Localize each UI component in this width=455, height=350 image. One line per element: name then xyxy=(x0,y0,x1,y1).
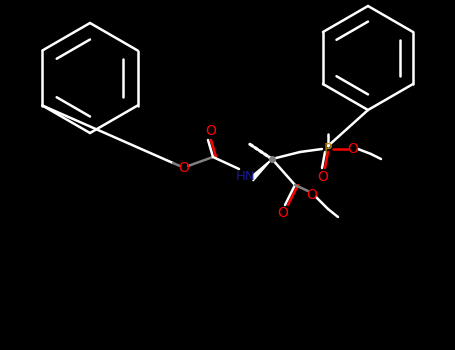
Text: O: O xyxy=(318,170,329,184)
Polygon shape xyxy=(253,159,272,181)
Text: O: O xyxy=(278,206,288,220)
Text: O: O xyxy=(307,188,318,202)
Text: O: O xyxy=(206,124,217,138)
Text: O: O xyxy=(348,142,359,156)
Polygon shape xyxy=(253,159,272,179)
Text: HN: HN xyxy=(236,170,256,183)
Text: O: O xyxy=(178,161,189,175)
Text: P: P xyxy=(324,142,332,156)
